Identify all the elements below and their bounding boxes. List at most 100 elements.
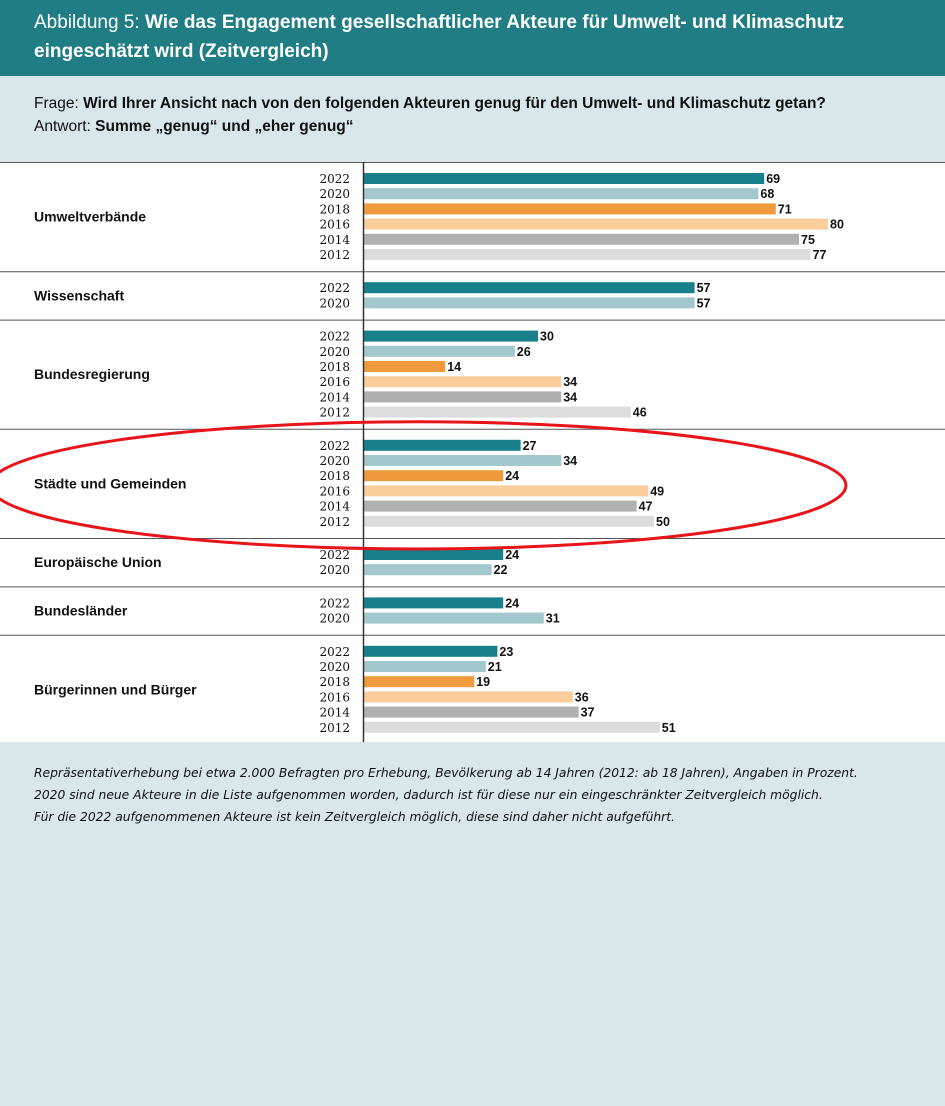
bar-2020 xyxy=(364,564,492,576)
year-label: 2022 xyxy=(319,330,350,344)
year-label: 2014 xyxy=(319,390,350,404)
answer-line: Antwort: Summe „genug“ und „eher genug“ xyxy=(34,115,933,138)
year-label: 2012 xyxy=(319,248,350,262)
value-label: 69 xyxy=(766,172,780,186)
value-label: 50 xyxy=(656,515,670,529)
bar-2018 xyxy=(364,203,776,215)
value-label: 19 xyxy=(476,675,490,689)
value-label: 31 xyxy=(546,612,560,626)
bar-2022 xyxy=(364,439,521,451)
bar-2016 xyxy=(364,218,828,230)
bar-2016 xyxy=(364,376,562,388)
bar-2020 xyxy=(364,612,544,624)
figure-header: Abbildung 5: Wie das Engagement gesellsc… xyxy=(0,0,945,76)
bar-2018 xyxy=(364,676,475,688)
value-label: 34 xyxy=(563,390,577,404)
bar-2012 xyxy=(364,249,811,260)
footnote-line-3: Für die 2022 aufgenommenen Akteure ist k… xyxy=(34,810,675,824)
value-label: 75 xyxy=(801,233,815,247)
figure-number: Abbildung 5: xyxy=(34,12,140,33)
footnote-panel: Repräsentativerhebung bei etwa 2.000 Bef… xyxy=(0,742,945,1106)
chart-area: Umweltverbände 2022 69 2020 68 2018 71 2016 80 20… xyxy=(0,162,945,903)
year-label: 2016 xyxy=(319,218,350,232)
value-label: 23 xyxy=(499,645,513,659)
group-label: Städte und Gemeinden xyxy=(34,475,186,491)
footnote-line-1: Repräsentativerhebung bei etwa 2.000 Bef… xyxy=(34,766,858,780)
year-label: 2016 xyxy=(319,690,350,704)
value-label: 24 xyxy=(505,469,519,483)
group-label: Wissenschaft xyxy=(34,287,124,303)
group-label: Umweltverbände xyxy=(34,209,146,225)
bar-2014 xyxy=(364,391,562,403)
highlight-ellipse xyxy=(0,420,848,551)
value-label: 68 xyxy=(760,187,774,201)
bar-2016 xyxy=(364,691,573,703)
value-label: 24 xyxy=(505,548,519,562)
figure-title-text: Wie das Engagement gesellschaftlicher Ak… xyxy=(34,12,845,62)
bar-2016 xyxy=(364,485,649,497)
year-label: 2012 xyxy=(319,515,350,529)
footnote-line-2: 2020 sind neue Akteure in die Liste aufg… xyxy=(34,788,823,802)
year-label: 2012 xyxy=(319,406,350,420)
year-label: 2020 xyxy=(319,612,350,626)
year-label: 2018 xyxy=(319,202,350,216)
answer-label: Antwort: xyxy=(34,118,91,135)
value-label: 22 xyxy=(494,563,508,577)
value-label: 21 xyxy=(488,660,502,674)
year-label: 2020 xyxy=(319,345,350,359)
bar-2022 xyxy=(364,330,538,342)
value-label: 80 xyxy=(830,218,844,232)
bar-2018 xyxy=(364,470,504,482)
value-label: 46 xyxy=(633,406,647,420)
question-panel: Frage: Wird Ihrer Ansicht nach von den f… xyxy=(0,76,945,162)
year-label: 2022 xyxy=(319,645,350,659)
group-label: Bundesländer xyxy=(34,603,128,619)
question-line: Frage: Wird Ihrer Ansicht nach von den f… xyxy=(34,92,933,115)
value-label: 57 xyxy=(697,296,711,310)
year-label: 2014 xyxy=(319,233,350,247)
year-label: 2014 xyxy=(319,706,350,720)
year-label: 2020 xyxy=(319,296,350,310)
value-label: 36 xyxy=(575,690,589,704)
year-label: 2020 xyxy=(319,187,350,201)
value-label: 77 xyxy=(813,248,827,262)
bar-2018 xyxy=(364,361,446,372)
value-label: 26 xyxy=(517,345,531,359)
value-label: 49 xyxy=(650,484,664,498)
value-label: 27 xyxy=(523,439,537,453)
year-label: 2022 xyxy=(319,281,350,295)
bar-2022 xyxy=(364,549,504,560)
question-text: Wird Ihrer Ansicht nach von den folgende… xyxy=(83,95,826,112)
value-label: 37 xyxy=(581,706,595,720)
value-label: 47 xyxy=(639,500,653,514)
group-label: Bürgerinnen und Bürger xyxy=(34,681,197,697)
bar-chart: Umweltverbände 2022 69 2020 68 2018 71 2016 80 20… xyxy=(0,162,945,903)
question-label: Frage: xyxy=(34,95,79,112)
bar-2012 xyxy=(364,406,631,418)
value-label: 71 xyxy=(778,202,792,216)
bar-2022 xyxy=(364,645,498,657)
bar-2014 xyxy=(364,500,637,512)
answer-text: Summe „genug“ und „eher genug“ xyxy=(95,118,354,135)
year-label: 2016 xyxy=(319,484,350,498)
year-label: 2022 xyxy=(319,439,350,453)
group-label: Bundesregierung xyxy=(34,366,150,382)
year-label: 2022 xyxy=(319,596,350,610)
value-label: 34 xyxy=(563,375,577,389)
bar-2020 xyxy=(364,297,695,309)
year-label: 2020 xyxy=(319,454,350,468)
figure-title: Abbildung 5: Wie das Engagement gesellsc… xyxy=(34,8,933,66)
value-label: 34 xyxy=(563,454,577,468)
value-label: 51 xyxy=(662,721,676,735)
value-label: 57 xyxy=(697,281,711,295)
bar-2022 xyxy=(364,597,504,609)
value-label: 30 xyxy=(540,330,554,344)
bar-2020 xyxy=(364,188,759,200)
year-label: 2012 xyxy=(319,721,350,735)
bar-2014 xyxy=(364,706,579,718)
value-label: 24 xyxy=(505,596,519,610)
bar-2012 xyxy=(364,515,654,527)
year-label: 2018 xyxy=(319,469,350,483)
bar-2022 xyxy=(364,282,695,294)
bar-2012 xyxy=(364,721,660,733)
